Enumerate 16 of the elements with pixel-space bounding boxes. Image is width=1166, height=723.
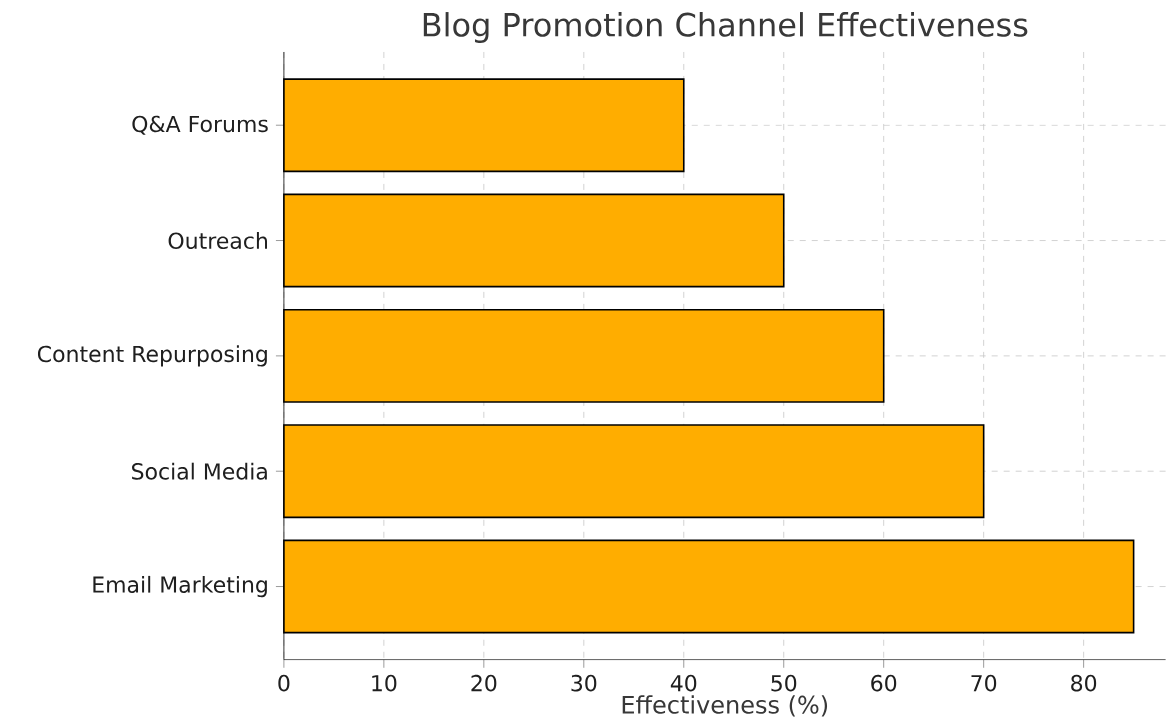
y-tick-label: Content Repurposing [37,345,267,367]
x-tick-label: 80 [1071,674,1097,692]
y-tick-label: Q&A Forums [132,115,268,135]
x-tick-label: 20 [471,674,497,692]
x-tick-label: 0 [278,674,290,692]
x-tick-label: 50 [771,674,797,692]
x-tick-label: 40 [670,674,697,692]
y-tick-label: Email Marketing [93,575,267,598]
x-tick-label: 30 [571,674,597,692]
y-tick-label: Social Media [132,462,267,480]
x-tick-label: 60 [871,674,897,692]
x-tick-label: 10 [372,674,397,692]
y-tick-label: Outreach [168,231,267,249]
x-axis-title: Effectiveness (%) [622,695,828,717]
x-tick-label: 70 [971,674,997,692]
chart-title: Blog Promotion Channel Effectiveness [423,11,1028,43]
